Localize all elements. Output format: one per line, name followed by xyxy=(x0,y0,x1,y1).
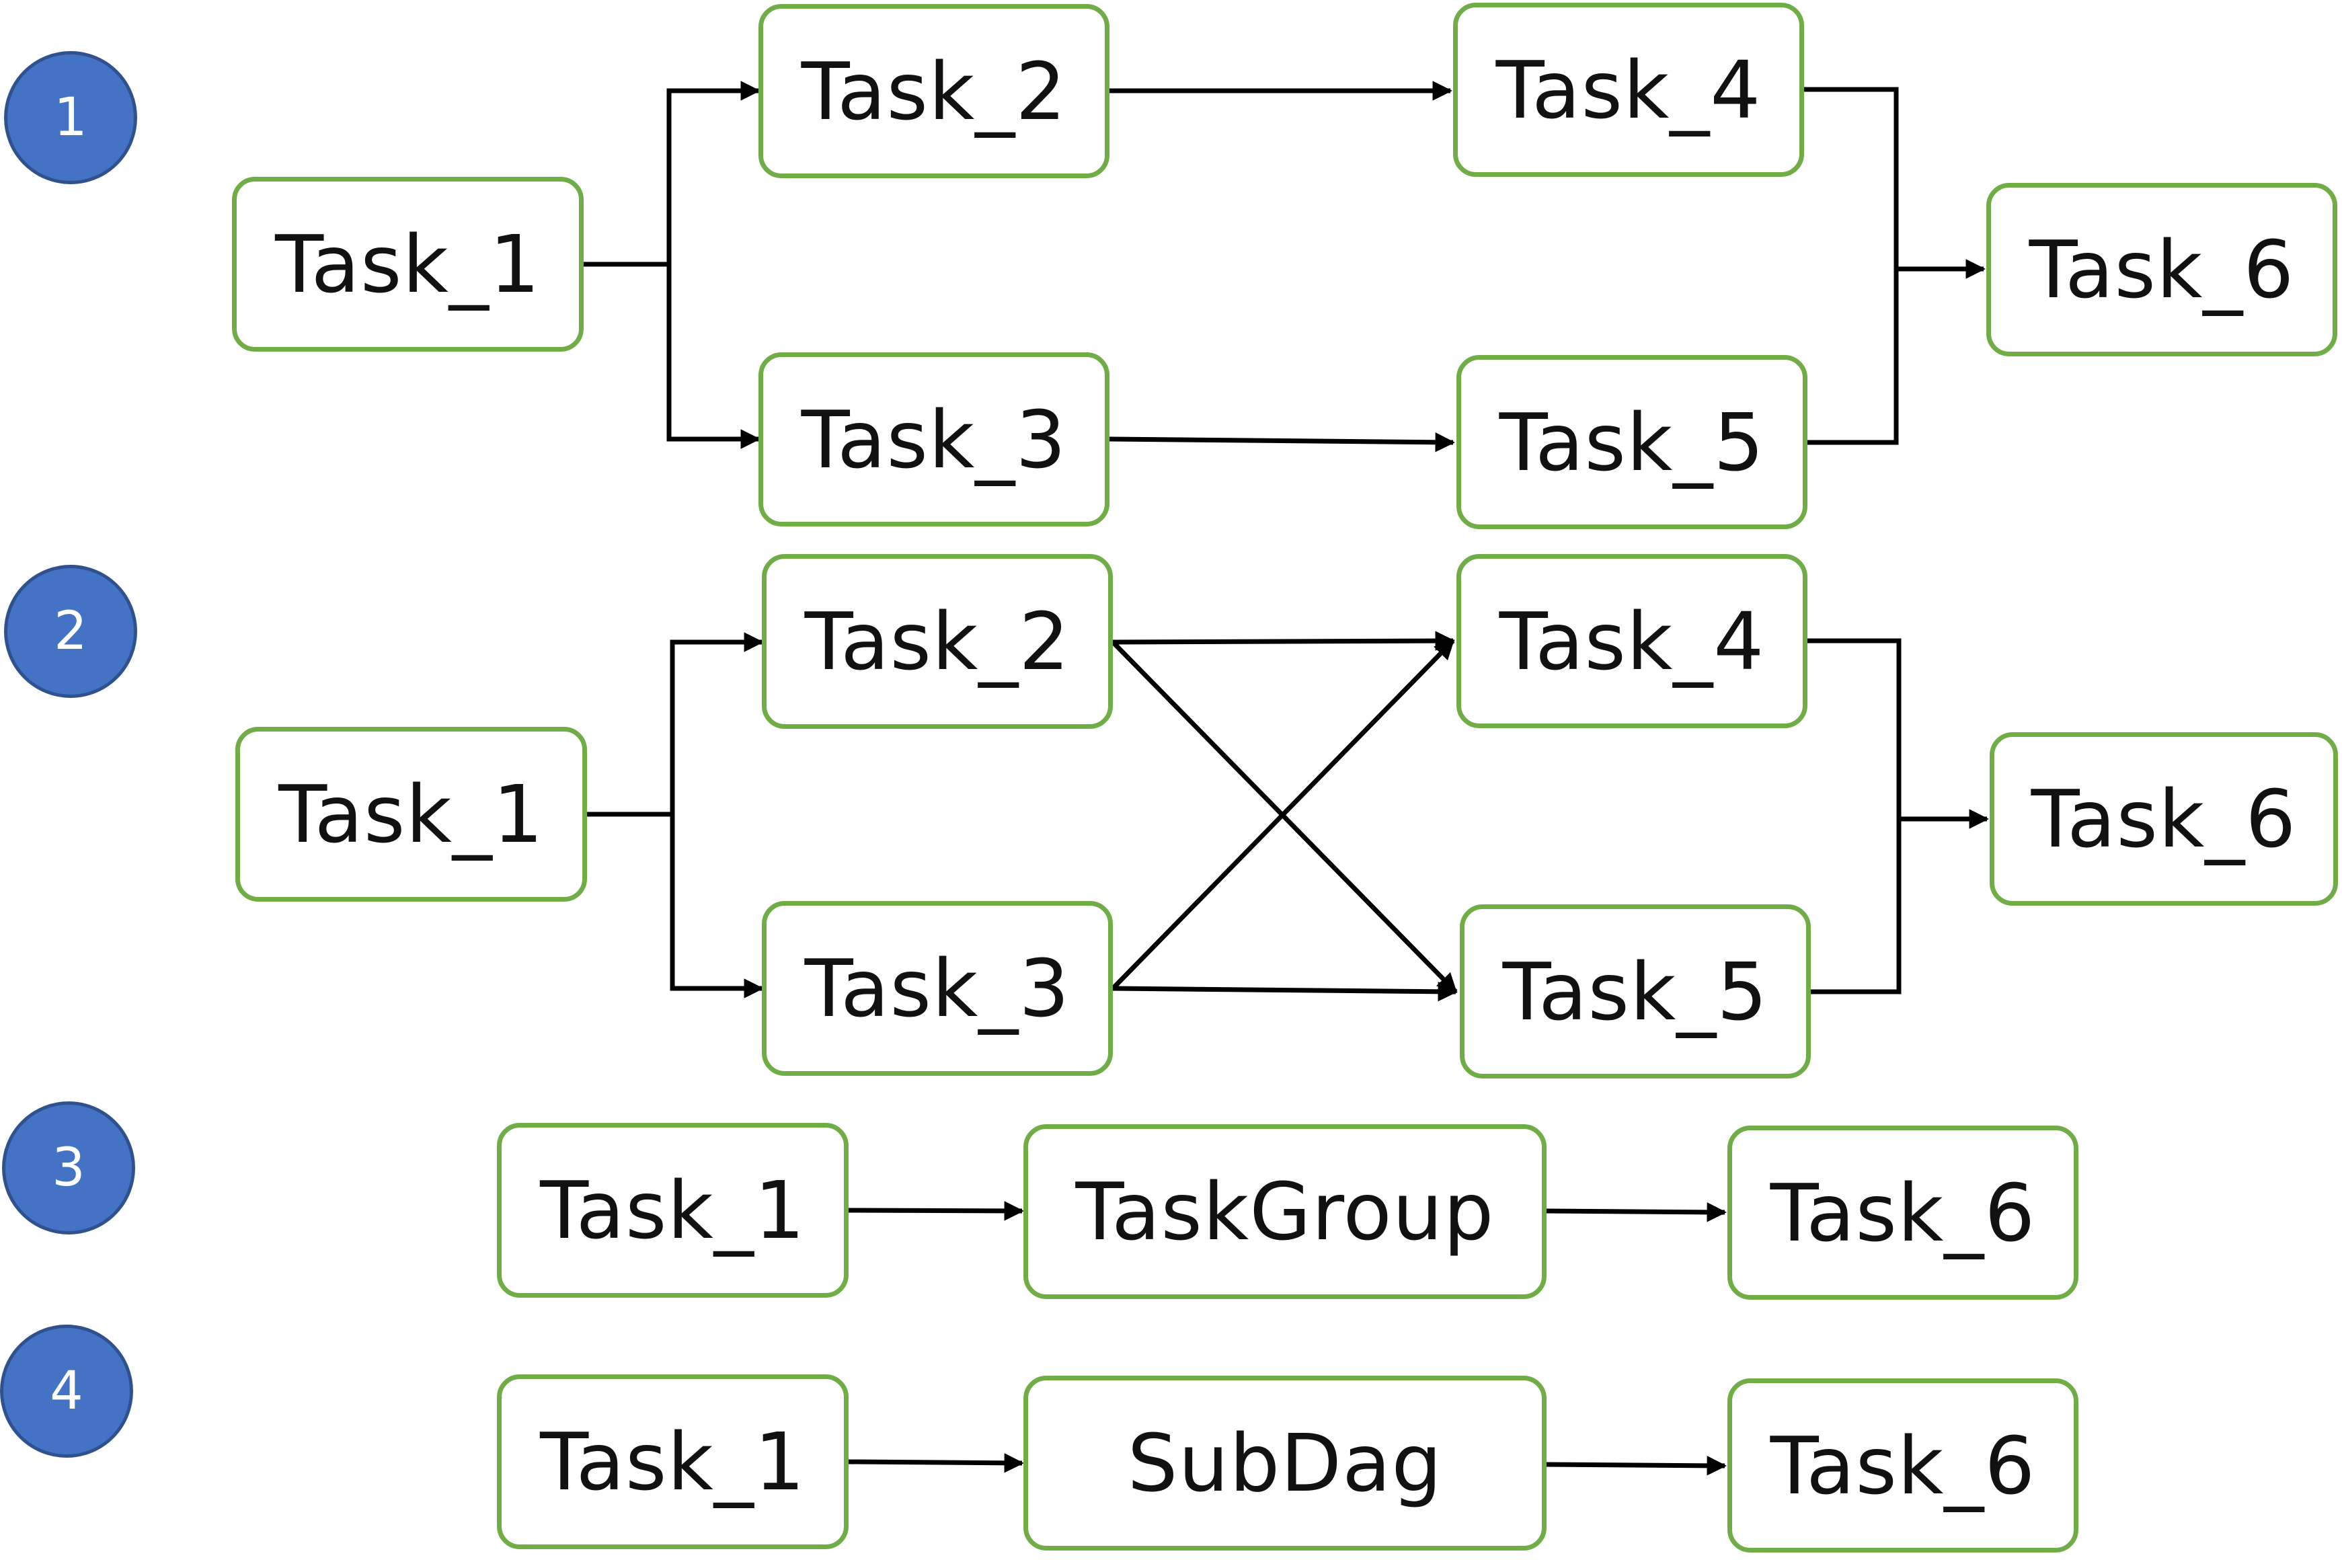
task-node: Task_2 xyxy=(758,4,1109,178)
task-node: Task_1 xyxy=(497,1374,849,1549)
edge-r1-task1-task2 xyxy=(666,81,760,264)
edge-r2-task1-task2 xyxy=(670,632,764,814)
task-node: Task_6 xyxy=(1990,732,2338,906)
edge-r2-task1-task3 xyxy=(670,814,764,998)
edge-r2-task2-task4 xyxy=(1112,631,1455,651)
task-node: Task_5 xyxy=(1456,355,1807,529)
row-number-badge: 4 xyxy=(0,1325,133,1458)
task-node: Task_4 xyxy=(1453,3,1804,177)
edge-r2-task2-task5 xyxy=(1111,640,1458,994)
edge-r3-task1-taskgroup xyxy=(848,1201,1024,1221)
edge-r4-task1-subdag xyxy=(848,1453,1024,1473)
row-number-badge: 1 xyxy=(4,51,137,184)
task-node: Task_6 xyxy=(1727,1126,2078,1300)
task-node: Task_1 xyxy=(235,727,587,902)
edge-r1-task5-merge xyxy=(1807,269,1899,445)
task-node: Task_6 xyxy=(1727,1378,2078,1553)
task-node: Task_3 xyxy=(762,901,1113,1076)
row-number-badge: 3 xyxy=(2,1101,135,1234)
task-node: Task_6 xyxy=(1986,183,2337,356)
task-node: Task_5 xyxy=(1460,904,1811,1079)
row-number-badge: 2 xyxy=(4,565,137,698)
edge-r4-subdag-task6 xyxy=(1546,1456,1727,1476)
task-node: Task_2 xyxy=(762,554,1113,729)
task-node: Task_1 xyxy=(497,1123,849,1298)
edge-r1-task4-merge xyxy=(1804,87,1899,269)
edge-r2-task4-merge xyxy=(1807,638,1902,819)
task-node: Task_1 xyxy=(232,177,584,352)
edge-r2-task5-merge xyxy=(1811,819,1902,994)
taskgroup-node: TaskGroup xyxy=(1023,1124,1547,1299)
edge-r1-task1-task3 xyxy=(666,264,760,449)
edge-r2-task3-task5 xyxy=(1112,982,1458,1002)
edge-r2-task3-task4 xyxy=(1111,639,1455,990)
subdag-node: SubDag xyxy=(1023,1376,1547,1551)
task-node: Task_3 xyxy=(758,352,1109,526)
edge-r3-taskgroup-task6 xyxy=(1546,1202,1727,1222)
task-node: Task_4 xyxy=(1456,554,1807,728)
edge-r1-task3-task5 xyxy=(1109,432,1455,453)
